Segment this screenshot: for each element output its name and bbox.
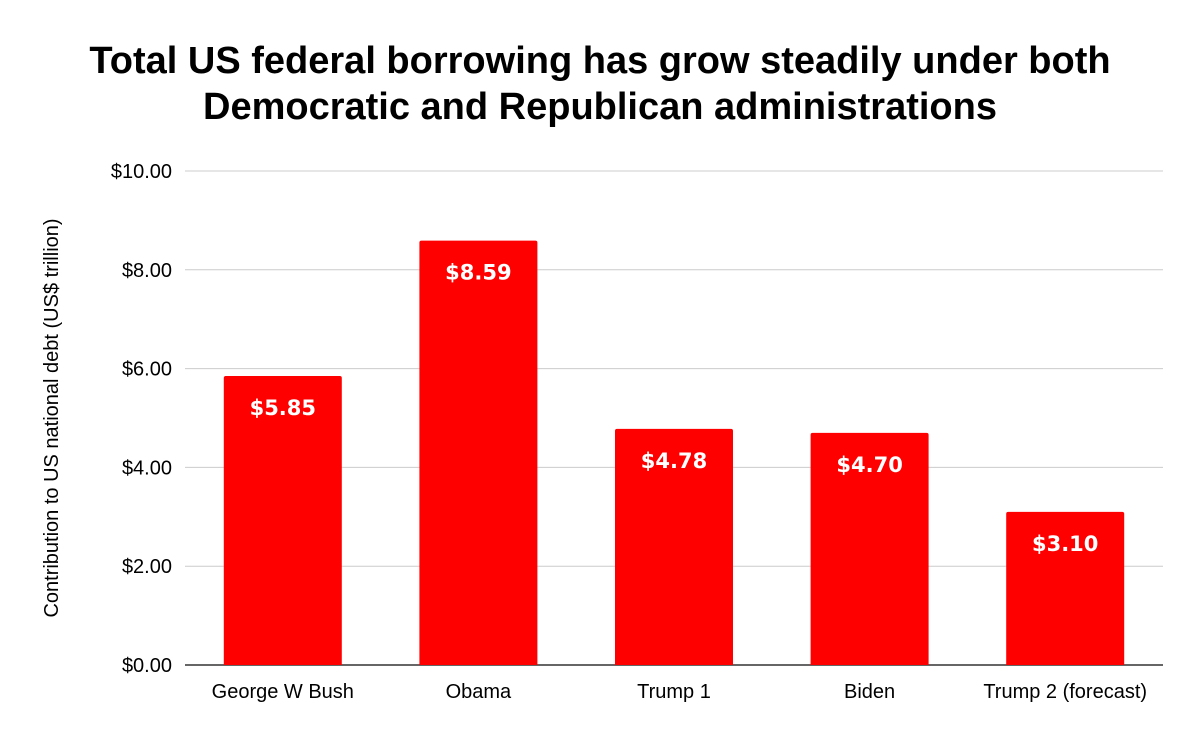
- bar: [1006, 511, 1125, 665]
- y-axis-label: Contribution to US national debt (US$ tr…: [41, 218, 63, 617]
- y-tick-label: $10.00: [111, 161, 172, 183]
- bars: [223, 240, 1125, 666]
- bar: [810, 432, 929, 665]
- bar-value-label: $5.85: [250, 396, 316, 420]
- x-tick-label: Obama: [446, 681, 512, 703]
- x-tick-label: George W Bush: [212, 681, 354, 703]
- bar-value-label: $4.78: [641, 449, 707, 473]
- bar: [419, 240, 538, 666]
- x-tick-label: Trump 2 (forecast): [983, 681, 1147, 703]
- data-labels: $5.85 $8.59 $4.78 $4.70 $3.10: [250, 261, 1099, 556]
- bar-value-label: $8.59: [445, 261, 511, 285]
- bar-value-label: $3.10: [1032, 532, 1098, 556]
- chart-title: Total US federal borrowing has grow stea…: [0, 38, 1200, 130]
- x-tick-label: Biden: [844, 681, 895, 703]
- bar: [615, 428, 733, 665]
- y-tick-label: $0.00: [122, 655, 172, 677]
- y-tick-label: $8.00: [122, 260, 172, 282]
- bar-value-label: $4.70: [836, 453, 902, 477]
- bar: [223, 376, 342, 665]
- x-tick-label: Trump 1: [637, 681, 711, 703]
- y-axis-ticks: $0.00 $2.00 $4.00 $6.00 $8.00 $10.00: [111, 161, 172, 677]
- y-tick-label: $4.00: [122, 457, 172, 479]
- y-tick-label: $6.00: [122, 359, 172, 381]
- chart-title-line-1: Total US federal borrowing has grow stea…: [89, 40, 1111, 82]
- chart-title-line-2: Democratic and Republican administration…: [203, 86, 997, 128]
- y-tick-label: $2.00: [122, 556, 172, 578]
- x-axis-ticks: George W Bush Obama Trump 1 Biden Trump 2 (f…: [212, 681, 1147, 703]
